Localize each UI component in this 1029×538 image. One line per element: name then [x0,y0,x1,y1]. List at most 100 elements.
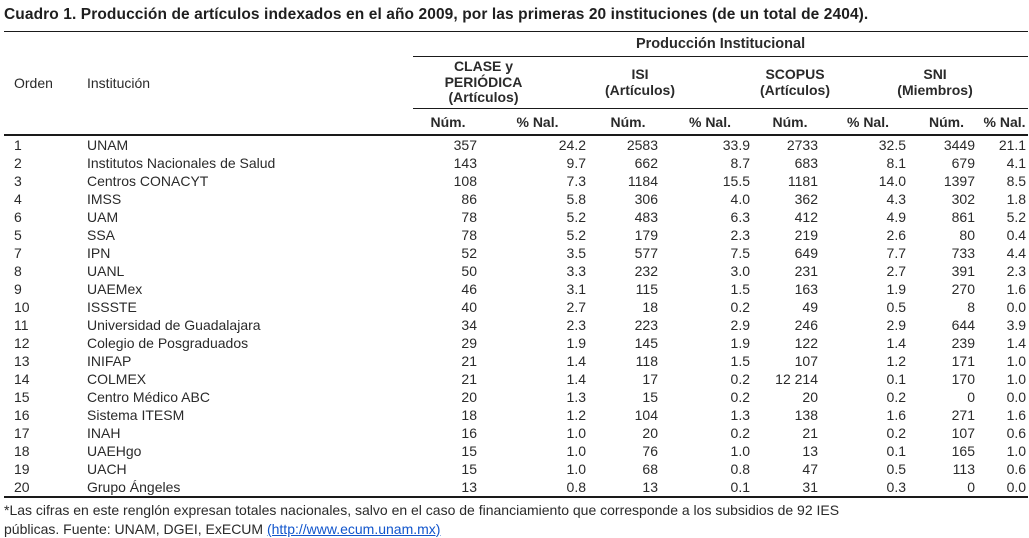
value-cell: 662 [634,155,658,171]
value-cell: 0.0 [1006,479,1027,495]
value-cell: 1.4 [886,335,906,351]
orden-cell: 13 [14,353,30,369]
footnote-link[interactable]: (http://www.ecum.unam.mx) [266,520,441,537]
value-cell: 1.3 [566,389,586,405]
value-cell: 165 [951,443,975,459]
table-row: 4 IMSS 86 5.8 306 4.0 362 4.3 302 1.8 [4,190,1028,208]
value-cell: 113 [952,461,975,477]
value-cell: 0.2 [730,389,750,405]
value-cell: 649 [794,245,818,261]
institucion-cell: UAEHgo [87,443,142,459]
value-cell: 2.7 [566,299,586,315]
table-row: 10 ISSSTE 40 2.7 18 0.2 49 0.5 8 0.0 [4,298,1028,316]
value-cell: 15 [642,389,658,405]
sub-header-num-isi: Núm. [592,108,664,136]
table-row: 20 Grupo Ángeles 13 0.8 13 0.1 31 0.3 0 … [4,478,1028,497]
value-cell: 219 [794,227,818,243]
table-row: 13 INIFAP 21 1.4 118 1.5 107 1.2 171 1.0 [4,352,1028,370]
value-cell: 2733 [786,137,818,153]
group-header-sni: SNI (Miembros) [897,56,1029,109]
value-cell: 1.4 [1006,335,1027,351]
sub-header-num-sni: Núm. [912,108,981,136]
value-cell: 6.3 [730,209,750,225]
value-cell: 7.3 [566,173,586,189]
value-cell: 8.1 [886,155,906,171]
sub-header-pct-scopus: % Nal. [824,108,912,136]
orden-cell: 3 [14,173,22,189]
value-cell: 271 [951,407,975,423]
value-cell: 0.6 [1006,461,1027,477]
institucion-cell: UAEMex [87,281,143,297]
value-cell: 0.2 [730,299,750,315]
value-cell: 1.4 [566,371,586,387]
group-label-line: ISI [631,66,649,82]
value-cell: 644 [951,317,975,333]
group-label-line: (Artículos) [448,89,519,106]
value-cell: 483 [634,209,658,225]
group-label-line: CLASE y [453,58,514,75]
sub-header-num-scopus: Núm. [756,108,824,136]
group-header-clase-periodica: CLASE y PERIÓDICA (Artículos) [413,56,592,109]
value-cell: 34 [461,317,477,333]
value-cell: 4.3 [886,191,906,207]
value-cell: 12 214 [775,371,818,387]
value-cell: 115 [635,281,658,297]
institucion-cell: IMSS [87,191,122,207]
institucion-cell: Sistema ITESM [87,407,185,423]
value-cell: 0 [967,479,975,495]
value-cell: 46 [461,281,477,297]
value-cell: 3.3 [566,263,586,279]
value-cell: 122 [794,335,818,351]
value-cell: 1.9 [730,335,750,351]
orden-cell: 19 [14,461,30,477]
table-row: 16 Sistema ITESM 18 1.2 104 1.3 138 1.6 … [4,406,1028,424]
orden-cell: 1 [14,137,22,153]
value-cell: 0.8 [566,479,586,495]
value-cell: 13 [642,479,658,495]
footnote-line-1: *Las cifras en este renglón expresan tot… [4,501,1025,520]
orden-cell: 4 [14,191,22,207]
value-cell: 47 [802,461,818,477]
value-cell: 679 [951,155,975,171]
value-cell: 1.2 [886,353,906,369]
value-cell: 78 [461,209,477,225]
sub-header-row: Núm. % Nal. Núm. % Nal. Núm. % Nal. Núm.… [4,108,1029,136]
footnote-text: públicas. Fuente: UNAM, DGEI, ExECUM [4,520,267,537]
value-cell: 239 [951,335,975,351]
value-cell: 1.0 [1006,353,1027,369]
value-cell: 1.9 [886,281,906,297]
sub-header-num-clase: Núm. [413,108,483,136]
value-cell: 0.8 [730,461,750,477]
orden-cell: 7 [14,245,22,261]
value-cell: 0.6 [1006,425,1027,441]
institucion-cell: Grupo Ángeles [87,479,181,495]
footnote: *Las cifras en este renglón expresan tot… [4,498,1025,538]
institucion-cell: Colegio de Posgraduados [87,335,249,351]
value-cell: 1184 [627,173,658,189]
value-cell: 1.9 [566,335,586,351]
table-row: 8 UANL 50 3.3 232 3.0 231 2.7 391 2.3 [4,262,1028,280]
value-cell: 231 [794,263,818,279]
span-header-row: Orden Institución Producción Institucion… [4,31,1029,136]
institucion-cell: UNAM [87,137,129,153]
orden-cell: 12 [14,335,30,351]
group-label-line: SNI [923,66,947,82]
institucion-cell: COLMEX [87,371,147,387]
value-cell: 29 [461,335,477,351]
value-cell: 302 [951,191,975,207]
value-cell: 4.4 [1006,245,1027,261]
value-cell: 138 [794,407,818,423]
value-cell: 683 [794,155,818,171]
value-cell: 107 [951,425,975,441]
value-cell: 1.0 [730,443,750,459]
value-cell: 5.2 [566,227,586,243]
value-cell: 1.8 [1006,191,1027,207]
value-cell: 2.7 [886,263,906,279]
sub-header-pct-clase: % Nal. [483,108,592,136]
orden-cell: 6 [14,209,22,225]
sub-header-pct-isi: % Nal. [664,108,756,136]
value-cell: 108 [453,173,477,189]
value-cell: 21 [802,425,818,441]
value-cell: 18 [461,407,477,423]
value-cell: 179 [634,227,658,243]
